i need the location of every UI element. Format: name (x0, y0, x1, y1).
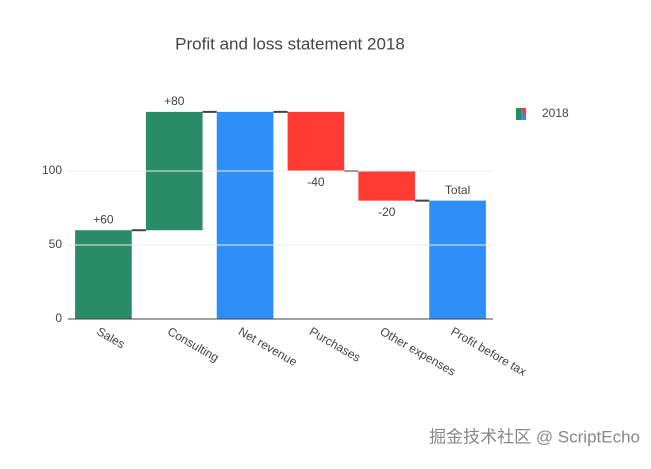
bar (358, 171, 416, 201)
legend-swatch (521, 108, 526, 120)
legend-label: 2018 (542, 106, 569, 120)
data-label: -20 (378, 205, 396, 219)
total-label: Total (445, 183, 470, 197)
x-tick-label: Sales (94, 324, 127, 351)
y-tick-label: 0 (55, 311, 62, 325)
data-label: -40 (307, 175, 325, 189)
x-tick-label: Net revenue (236, 324, 300, 369)
data-label: +60 (93, 212, 114, 226)
legend-swatch (516, 108, 521, 120)
x-tick-label: Consulting (165, 324, 221, 364)
chart-title: Profit and loss statement 2018 (175, 34, 405, 53)
bar (429, 200, 486, 319)
x-tick-label: Profit before tax (448, 324, 528, 378)
x-tick-label: Purchases (307, 324, 363, 364)
legend: 2018 (516, 106, 569, 120)
data-label: +80 (164, 94, 185, 108)
y-tick-label: 50 (49, 237, 63, 251)
bar (287, 111, 345, 172)
y-tick-label: 100 (42, 163, 62, 177)
x-tick-label: Other expenses (378, 324, 458, 378)
bar (75, 230, 132, 319)
bar (216, 111, 274, 319)
plot-area (75, 110, 486, 319)
watermark: 掘金技术社区 @ ScriptEcho (429, 427, 640, 446)
